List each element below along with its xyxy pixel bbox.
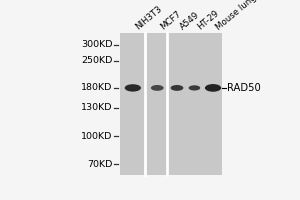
Text: HT-29: HT-29: [196, 9, 220, 32]
Text: 100KD: 100KD: [81, 132, 112, 141]
Ellipse shape: [125, 84, 141, 92]
Text: RAD50: RAD50: [227, 83, 261, 93]
Text: NIH3T3: NIH3T3: [134, 4, 164, 32]
Ellipse shape: [205, 84, 221, 92]
Text: 130KD: 130KD: [81, 103, 112, 112]
Ellipse shape: [189, 85, 200, 91]
Ellipse shape: [171, 85, 183, 91]
Ellipse shape: [151, 85, 164, 91]
Text: MCF7: MCF7: [158, 9, 183, 32]
Bar: [120, 33, 222, 175]
Text: 250KD: 250KD: [81, 56, 112, 65]
Text: 70KD: 70KD: [87, 160, 112, 169]
Text: Mouse lung: Mouse lung: [214, 0, 258, 32]
Text: 180KD: 180KD: [81, 83, 112, 92]
Text: A549: A549: [178, 11, 201, 32]
Text: 300KD: 300KD: [81, 40, 112, 49]
